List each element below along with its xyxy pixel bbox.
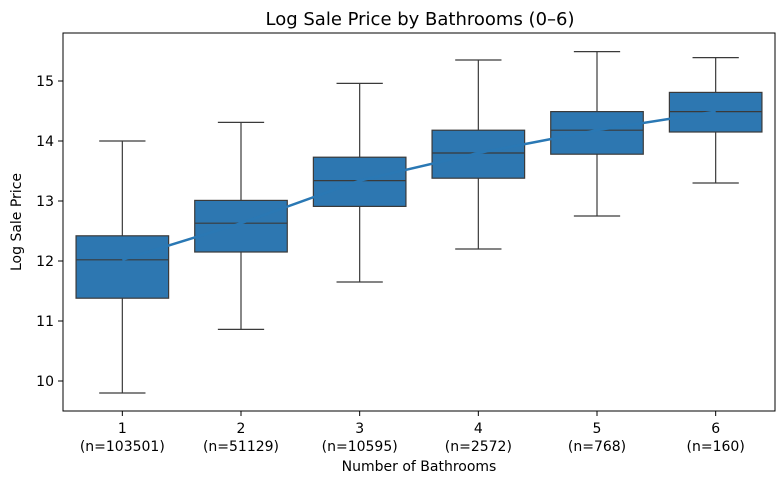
x-count-label: (n=10595): [322, 439, 398, 455]
x-axis-label: Number of Bathrooms: [342, 459, 497, 475]
x-count-label: (n=51129): [203, 439, 279, 455]
boxes-layer: [75, 50, 763, 394]
x-tick-label: 5: [593, 421, 602, 437]
y-tick-label: 12: [36, 254, 54, 270]
x-count-label: (n=103501): [80, 439, 165, 455]
y-tick-label: 11: [36, 314, 54, 330]
y-tick-label: 15: [36, 74, 54, 90]
box-group-1: [75, 140, 170, 394]
iqr-box: [550, 110, 644, 155]
x-count-label: (n=160): [687, 439, 745, 455]
x-tick-label: 1: [118, 421, 127, 437]
x-count-label: (n=2572): [445, 439, 512, 455]
plot-frame: [62, 32, 776, 412]
x-tick-label: 6: [711, 421, 720, 437]
y-tick-label: 14: [36, 134, 54, 150]
box-group-6: [668, 56, 763, 184]
iqr-box: [75, 235, 170, 299]
y-tick-label: 13: [36, 194, 54, 210]
median-trend-line: [121, 110, 716, 261]
x-axis: 1 (n=103501) 2 (n=51129) 3 (n=10595) 4 (n=2572)…: [80, 411, 745, 455]
x-count-label: (n=768): [568, 439, 626, 455]
box-group-5: [550, 50, 644, 217]
box-group-3: [312, 82, 407, 283]
x-tick-label: 4: [474, 421, 483, 437]
chart-title: Log Sale Price by Bathrooms (0–6): [265, 9, 574, 30]
x-tick-label: 2: [237, 421, 246, 437]
iqr-box: [194, 199, 288, 253]
y-axis: 10 11 12 13 14 15: [36, 74, 63, 390]
x-tick-label: 3: [355, 421, 364, 437]
box-group-4: [431, 59, 526, 250]
y-tick-label: 10: [36, 374, 54, 390]
box-group-2: [194, 121, 288, 330]
y-axis-label: Log Sale Price: [9, 173, 25, 271]
